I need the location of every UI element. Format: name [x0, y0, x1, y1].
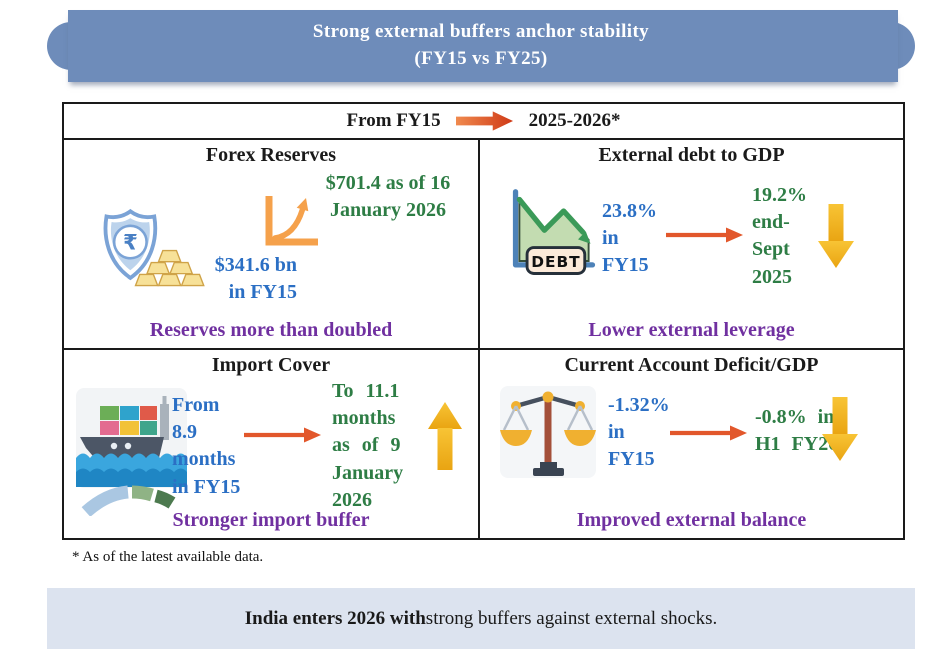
- quadrant-forex-reserves: Forex Reserves $701.4 as of 16 January 2…: [64, 140, 480, 350]
- import-after-value: To 11.1 months as of 9 January 2026: [332, 380, 404, 511]
- title-banner: Strong external buffers anchor stability…: [47, 10, 915, 82]
- debt-down-arrow-icon: [818, 204, 854, 268]
- cad-transition-arrow-icon: [670, 425, 747, 441]
- import-before-value: From 8.9 months in FY15: [172, 394, 241, 498]
- growth-curve-icon: [265, 196, 318, 246]
- cad-caption: Improved external balance: [576, 509, 807, 531]
- debt-transition-arrow-icon: [666, 227, 743, 243]
- cargo-ship-icon: [76, 388, 187, 516]
- svg-text:₹: ₹: [123, 231, 138, 256]
- gold-bars-icon: [134, 249, 205, 287]
- forex-before-value: $341.6 bn in FY15: [214, 254, 297, 304]
- forex-caption: Reserves more than doubled: [149, 319, 393, 341]
- forex-title: Forex Reserves: [205, 144, 337, 166]
- import-caption: Stronger import buffer: [172, 509, 370, 531]
- rupee-shield-icon: ₹: [103, 208, 205, 287]
- import-title: Import Cover: [211, 354, 331, 376]
- debt-downtrend-chart-icon: DEBT: [512, 189, 596, 275]
- header-from-label: From FY15: [346, 110, 441, 131]
- header-arrow-icon: [455, 111, 513, 131]
- cad-title: Current Account Deficit/GDP: [564, 354, 819, 376]
- comparison-table: From FY15 2025-2026* Forex Reserves $701…: [62, 102, 905, 540]
- quadrant-grid: Forex Reserves $701.4 as of 16 January 2…: [64, 140, 903, 538]
- page-title-line2: (FY15 vs FY25): [414, 48, 548, 69]
- debt-icon-label: DEBT: [531, 253, 580, 271]
- page-title-line1: Strong external buffers anchor stability: [312, 21, 650, 43]
- cad-down-arrow-icon: [822, 397, 858, 461]
- import-transition-arrow-icon: [244, 427, 321, 443]
- debt-after-value: 19.2% end- Sept 2025: [752, 184, 807, 288]
- bottom-banner: India enters 2026 with strong buffers ag…: [47, 588, 915, 649]
- gauge-arc-icon: [81, 485, 176, 516]
- debt-before-value: 23.8% in FY15: [602, 200, 657, 277]
- table-header: From FY15 2025-2026*: [64, 104, 903, 140]
- balance-scale-icon: [500, 386, 596, 478]
- debt-caption: Lower external leverage: [588, 319, 795, 341]
- debt-title: External debt to GDP: [598, 144, 785, 166]
- import-up-arrow-icon: [428, 402, 462, 470]
- forex-after-value: $701.4 as of 16 January 2026: [325, 172, 451, 222]
- quadrant-current-account: Current Account Deficit/GDP -1.32% in FY…: [480, 350, 903, 538]
- bottom-banner-rest-text: strong buffers against external shocks.: [425, 607, 718, 629]
- footnote: * As of the latest available data.: [72, 549, 264, 565]
- banner-background: [68, 10, 898, 82]
- page-title: Strong external buffers anchor stability…: [47, 10, 915, 82]
- bottom-banner-bold-text: India enters 2026 with: [244, 607, 426, 629]
- quadrant-import-cover: Import Cover: [64, 350, 480, 538]
- cad-before-value: -1.32% in FY15: [608, 394, 670, 471]
- header-to-label: 2025-2026*: [528, 110, 621, 131]
- quadrant-external-debt: External debt to GDP DEBT 23.8% in FY15 …: [480, 140, 903, 350]
